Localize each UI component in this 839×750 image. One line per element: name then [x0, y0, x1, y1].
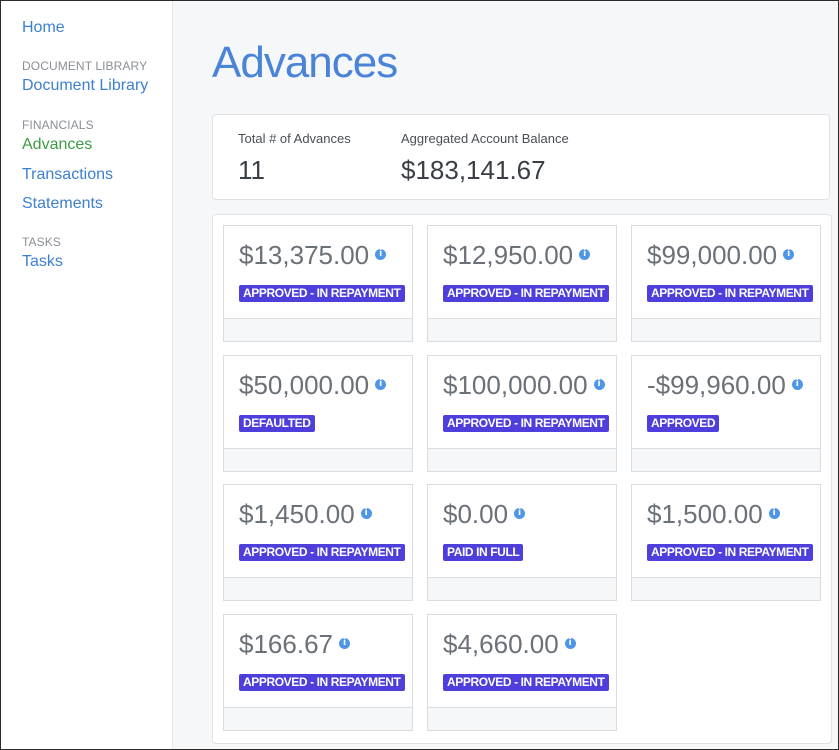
sidebar-section-financials: FINANCIALS — [22, 118, 94, 132]
total-advances-value: 11 — [238, 155, 265, 185]
advance-card-footer — [428, 318, 616, 341]
advance-amount: $1,500.00 i — [647, 499, 780, 529]
advance-card-footer — [632, 577, 820, 600]
advance-card[interactable]: $100,000.00 i APPROVED - IN REPAYMENT — [427, 355, 617, 472]
status-badge: APPROVED — [647, 415, 720, 432]
advance-amount: $4,660.00 i — [443, 629, 576, 659]
advance-amount-value: $4,660.00 — [443, 629, 559, 659]
status-badge: APPROVED - IN REPAYMENT — [443, 285, 609, 302]
advance-card[interactable]: $0.00 i PAID IN FULL — [427, 484, 617, 601]
advance-card-footer — [224, 448, 412, 471]
advance-amount-value: $12,950.00 — [443, 240, 574, 270]
advance-amount-value: $0.00 — [443, 499, 509, 529]
status-badge: PAID IN FULL — [443, 544, 524, 561]
info-icon[interactable]: i — [338, 637, 350, 649]
advance-card[interactable]: $4,660.00 i APPROVED - IN REPAYMENT — [427, 614, 617, 731]
sidebar-item-tasks[interactable]: Tasks — [22, 253, 63, 270]
advance-card[interactable]: $13,375.00 i APPROVED - IN REPAYMENT — [223, 225, 413, 342]
advance-card-footer — [428, 707, 616, 730]
advance-card[interactable]: $1,450.00 i APPROVED - IN REPAYMENT — [223, 484, 413, 601]
advance-amount-value: $50,000.00 — [239, 370, 370, 400]
info-icon[interactable]: i — [783, 248, 795, 260]
advance-card-footer — [632, 318, 820, 341]
info-icon[interactable]: i — [579, 248, 591, 260]
advance-amount-value: $13,375.00 — [239, 240, 370, 270]
advance-card-footer — [428, 577, 616, 600]
page-title: Advances — [212, 38, 398, 87]
status-badge: DEFAULTED — [239, 415, 315, 432]
account-balance-label: Aggregated Account Balance — [401, 131, 569, 146]
status-badge: APPROVED - IN REPAYMENT — [647, 285, 813, 302]
advance-amount: -$99,960.00 i — [647, 370, 803, 400]
info-icon[interactable]: i — [514, 507, 526, 519]
advance-amount: $99,000.00 i — [647, 240, 795, 270]
total-advances-label: Total # of Advances — [238, 131, 351, 146]
advance-amount: $1,450.00 i — [239, 499, 372, 529]
advance-card[interactable]: $12,950.00 i APPROVED - IN REPAYMENT — [427, 225, 617, 342]
info-icon[interactable]: i — [593, 378, 605, 390]
info-icon[interactable]: i — [360, 507, 372, 519]
advance-amount: $50,000.00 i — [239, 370, 387, 400]
info-icon[interactable]: i — [564, 637, 576, 649]
main-content: Advances Total # of Advances 11 Aggregat… — [173, 1, 838, 749]
advance-amount-value: $100,000.00 — [443, 370, 588, 400]
status-badge: APPROVED - IN REPAYMENT — [239, 674, 405, 691]
info-icon[interactable]: i — [375, 378, 387, 390]
advance-card[interactable]: -$99,960.00 i APPROVED — [631, 355, 821, 472]
advance-card[interactable]: $166.67 i APPROVED - IN REPAYMENT — [223, 614, 413, 731]
sidebar-section-document-library: DOCUMENT LIBRARY — [22, 59, 148, 73]
advance-amount: $100,000.00 i — [443, 370, 605, 400]
advance-card[interactable]: $50,000.00 i DEFAULTED — [223, 355, 413, 472]
advance-amount-value: $166.67 — [239, 629, 333, 659]
advance-amount-value: $1,500.00 — [647, 499, 763, 529]
advance-card-footer — [224, 707, 412, 730]
advance-card-footer — [224, 577, 412, 600]
advance-card[interactable]: $1,500.00 i APPROVED - IN REPAYMENT — [631, 484, 821, 601]
advance-card[interactable]: $99,000.00 i APPROVED - IN REPAYMENT — [631, 225, 821, 342]
account-balance-block: Aggregated Account Balance $183,141.67 — [401, 131, 569, 185]
advance-amount: $12,950.00 i — [443, 240, 591, 270]
advance-amount: $166.67 i — [239, 629, 350, 659]
info-icon[interactable]: i — [375, 248, 387, 260]
sidebar-section-tasks: TASKS — [22, 235, 61, 249]
advance-card-footer — [632, 448, 820, 471]
sidebar: Home DOCUMENT LIBRARY Document Library F… — [1, 1, 173, 749]
sidebar-item-transactions[interactable]: Transactions — [22, 166, 113, 183]
advance-card-footer — [428, 448, 616, 471]
advance-amount-value: $99,000.00 — [647, 240, 778, 270]
advance-amount: $13,375.00 i — [239, 240, 387, 270]
advance-amount-value: $1,450.00 — [239, 499, 355, 529]
summary-panel: Total # of Advances 11 Aggregated Accoun… — [212, 114, 830, 200]
advance-card-footer — [224, 318, 412, 341]
advance-amount: $0.00 i — [443, 499, 526, 529]
status-badge: APPROVED - IN REPAYMENT — [443, 415, 609, 432]
info-icon[interactable]: i — [791, 378, 803, 390]
sidebar-item-advances[interactable]: Advances — [22, 136, 93, 153]
status-badge: APPROVED - IN REPAYMENT — [443, 674, 609, 691]
advance-amount-value: -$99,960.00 — [647, 370, 786, 400]
info-icon[interactable]: i — [768, 507, 780, 519]
sidebar-item-statements[interactable]: Statements — [22, 195, 103, 212]
sidebar-item-document-library[interactable]: Document Library — [22, 77, 149, 94]
sidebar-item-home[interactable]: Home — [22, 19, 65, 36]
advances-grid: $13,375.00 i APPROVED - IN REPAYMENT $12,95… — [212, 214, 832, 744]
status-badge: APPROVED - IN REPAYMENT — [239, 544, 405, 561]
total-advances-block: Total # of Advances 11 — [238, 131, 351, 185]
status-badge: APPROVED - IN REPAYMENT — [239, 285, 405, 302]
account-balance-value: $183,141.67 — [401, 155, 546, 185]
status-badge: APPROVED - IN REPAYMENT — [647, 544, 813, 561]
